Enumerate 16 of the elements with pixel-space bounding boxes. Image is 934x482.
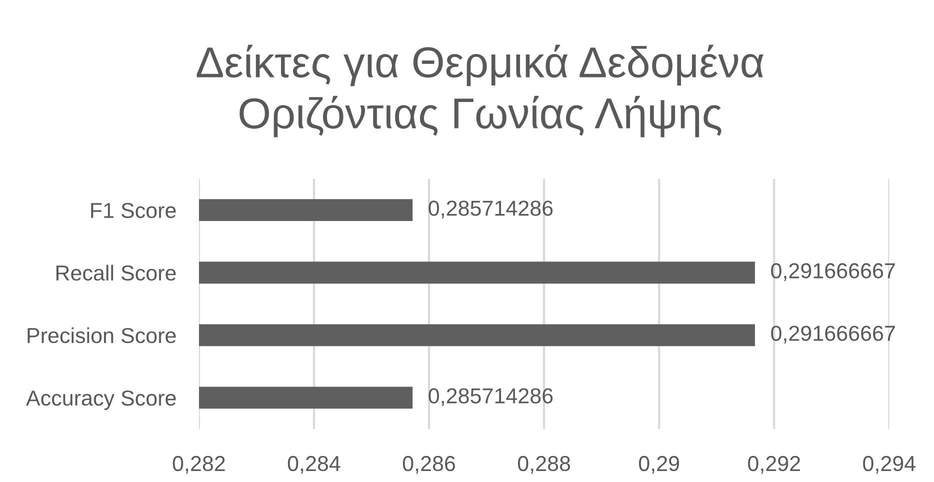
data-label: 0,285714286 — [428, 200, 553, 218]
x-tick-label: 0,292 — [748, 456, 800, 474]
x-tick-label: 0,29 — [638, 456, 680, 474]
y-tick-label: Precision Score — [28, 327, 176, 344]
x-tick-label: 0,286 — [402, 456, 456, 474]
x-tick-label: 0,284 — [288, 456, 340, 474]
x-tick-label: 0,294 — [863, 456, 916, 474]
data-label: 0,291666667 — [771, 263, 895, 281]
y-tick-label: F1 Score — [91, 202, 176, 218]
data-label: 0,291666667 — [771, 326, 895, 344]
chart-title: Δείκτες για Θερμικά Δεδομένα Οριζόντιας Γωνίας Λήψης — [196, 44, 764, 138]
x-tick-label: 0,288 — [518, 456, 570, 474]
x-tick-label: 0,282 — [172, 456, 225, 474]
y-tick-label: Accuracy Score — [26, 390, 176, 410]
y-tick-label: Recall Score — [56, 264, 176, 281]
data-label: 0,285714286 — [428, 388, 553, 406]
